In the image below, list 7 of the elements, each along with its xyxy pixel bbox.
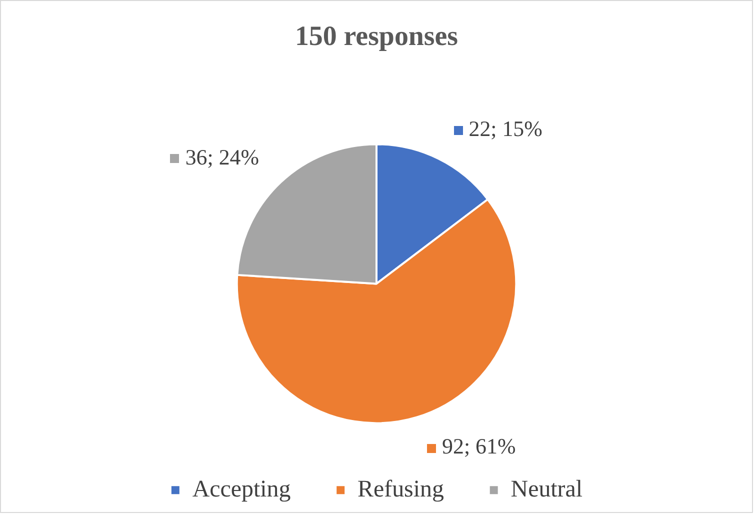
data-label: 92; 61% <box>442 433 516 458</box>
data-label: 36; 24% <box>185 144 259 170</box>
legend-label: Accepting <box>192 476 291 502</box>
chart-title: 150 responses <box>294 20 458 52</box>
data-label: 22; 15% <box>468 116 542 141</box>
legend-label: Refusing <box>358 476 444 502</box>
legend-label: Neutral <box>510 476 583 502</box>
